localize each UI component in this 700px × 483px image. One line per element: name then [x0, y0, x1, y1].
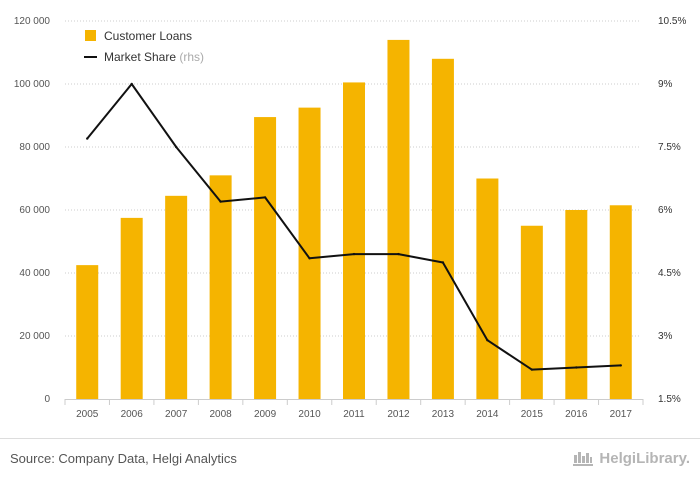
x-tick-label: 2010 [298, 409, 321, 420]
bar-series [76, 39, 632, 400]
bar-2016 [565, 210, 588, 399]
bar-2017 [609, 205, 632, 399]
library-icon [573, 452, 594, 466]
legend-label: Market Share (rhs) [104, 50, 204, 64]
line-point-2013 [441, 261, 445, 264]
left-tick-label: 100 000 [14, 79, 51, 90]
bar-2010 [298, 107, 321, 399]
line-point-2009 [263, 196, 267, 199]
left-tick-label: 20 000 [19, 331, 50, 342]
x-tick-label: 2013 [432, 409, 455, 420]
x-tick-label: 2017 [610, 409, 633, 420]
left-tick-label: 120 000 [14, 16, 51, 27]
legend-label-suffix: (rhs) [179, 50, 204, 64]
brand-name: HelgiLibrary. [599, 449, 690, 467]
legend-item[interactable]: Customer Loans [85, 29, 192, 43]
right-tick-label: 10.5% [658, 16, 686, 27]
line-point-2007 [174, 145, 178, 149]
line-point-2014 [486, 339, 489, 342]
brand-logo[interactable]: HelgiLibrary. [572, 448, 690, 468]
right-tick-label: 3% [658, 331, 673, 342]
right-tick-label: 7.5% [658, 142, 681, 153]
x-tick-label: 2016 [565, 409, 588, 420]
x-tick-label: 2012 [387, 409, 410, 420]
bar-2007 [165, 195, 188, 399]
x-tick-label: 2006 [121, 409, 144, 420]
left-tick-label: 60 000 [19, 205, 50, 216]
bar-2014 [476, 178, 499, 399]
right-tick-label: 6% [658, 205, 673, 216]
left-tick-label: 0 [44, 394, 50, 405]
bar-2005 [76, 265, 99, 399]
line-point-2012 [397, 252, 400, 256]
x-tick-label: 2014 [476, 409, 499, 420]
line-point-2016 [575, 366, 578, 369]
bar-2013 [431, 58, 454, 400]
bar-2012 [387, 39, 410, 400]
x-tick-label: 2015 [521, 409, 544, 420]
legend-swatch [85, 30, 96, 41]
x-tick-label: 2011 [343, 409, 365, 420]
line-point-2017 [619, 364, 622, 367]
line-point-2005 [86, 137, 89, 140]
line-series [86, 82, 622, 371]
line-point-2011 [352, 252, 356, 256]
right-tick-label: 1.5% [658, 394, 681, 405]
legend-item[interactable]: Market Share (rhs) [84, 50, 204, 64]
bar-2009 [254, 117, 277, 399]
line-point-2015 [530, 368, 534, 371]
x-tick-label: 2005 [76, 409, 99, 420]
bar-2008 [209, 175, 232, 399]
line-point-2008 [219, 200, 222, 203]
footer-divider [0, 438, 700, 439]
axes: 0 20 000 40 000 60 000 80 000 100 000 120 000 1… [14, 16, 687, 420]
legend-label: Customer Loans [104, 29, 192, 43]
line-point-2006 [130, 82, 133, 86]
legend: Customer Loans Market Share (rhs) [84, 29, 204, 64]
source-note: Source: Company Data, Helgi Analytics [10, 451, 237, 466]
right-tick-label: 9% [658, 79, 673, 90]
bar-2015 [520, 225, 543, 399]
left-tick-label: 40 000 [19, 268, 50, 279]
line-point-2010 [308, 257, 311, 260]
left-tick-label: 80 000 [19, 142, 50, 153]
bar-2011 [343, 82, 365, 400]
x-tick-label: 2009 [254, 409, 277, 420]
x-tick-label: 2008 [209, 409, 232, 420]
chart: 0 20 000 40 000 60 000 80 000 100 000 120 000 1… [14, 16, 687, 420]
right-tick-label: 4.5% [658, 268, 681, 279]
bar-2006 [120, 217, 143, 399]
x-tick-label: 2007 [165, 409, 188, 420]
